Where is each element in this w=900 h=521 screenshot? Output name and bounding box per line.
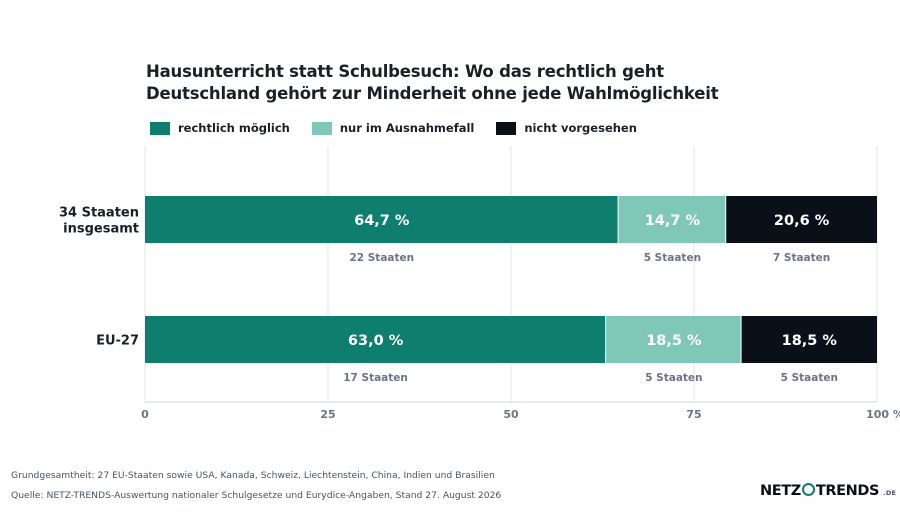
bar-segment (741, 316, 877, 363)
logo-suffix: .DE (883, 489, 897, 497)
x-tick-label: 0 (141, 408, 149, 421)
x-tick-label: 100 % (866, 408, 900, 421)
bar-value-label: 18,5 % (646, 333, 702, 349)
legend-label: nur im Ausnahmefall (339, 121, 475, 135)
bar-count-label: 7 Staaten (773, 252, 830, 264)
bar-count-label: 17 Staaten (343, 372, 408, 384)
footnote-source: Quelle: NETZ-TRENDS-Auswertung nationale… (11, 490, 502, 501)
bar-segment (145, 316, 606, 363)
bar-segment (606, 316, 741, 363)
x-tick-label: 75 (686, 408, 701, 421)
category-label: insgesamt (63, 222, 139, 237)
x-tick-label: 25 (320, 408, 335, 421)
bar-value-label: 20,6 % (774, 213, 830, 229)
bar-count-label: 5 Staaten (645, 372, 702, 384)
bar-value-label: 64,7 % (354, 213, 410, 229)
legend-swatch (496, 121, 517, 135)
bar-value-label: 18,5 % (782, 333, 838, 349)
logo-text-part2: TRENDS (815, 483, 880, 499)
logo-text-part1: NETZ (760, 483, 801, 499)
legend-label: rechtlich möglich (178, 121, 290, 135)
bar-count-label: 5 Staaten (781, 372, 838, 384)
legend-label: nicht vorgesehen (524, 121, 637, 135)
bar-segment (726, 196, 877, 243)
category-label: 34 Staaten (59, 206, 139, 221)
chart-title: Hausunterricht statt Schulbesuch: Wo das… (146, 61, 719, 105)
category-label: EU-27 (96, 334, 139, 349)
legend-item-rechtlich-moeglich: rechtlich möglich (150, 121, 290, 135)
legend-swatch (311, 121, 332, 135)
chart-title-line-1: Hausunterricht statt Schulbesuch: Wo das… (146, 62, 664, 81)
bar-value-label: 14,7 % (645, 213, 701, 229)
x-tick-label: 50 (503, 408, 519, 421)
bar-segment (618, 196, 726, 243)
footnote-population: Grundgesamtheit: 27 EU-Staaten sowie USA… (11, 470, 495, 481)
bar-value-label: 63,0 % (348, 333, 404, 349)
bar-count-label: 22 Staaten (349, 252, 414, 264)
legend-swatch (150, 121, 170, 135)
logo-circle-icon (801, 483, 815, 496)
bar-count-label: 5 Staaten (644, 252, 701, 264)
bar-segment (145, 196, 618, 243)
chart-legend: rechtlich möglich nur im Ausnahmefall ni… (150, 121, 659, 135)
legend-item-nur-im-ausnahmefall: nur im Ausnahmefall (311, 121, 475, 135)
chart-title-line-2: Deutschland gehört zur Minderheit ohne j… (146, 84, 719, 103)
brand-logo: NETZ TRENDS .DE (760, 482, 896, 499)
legend-item-nicht-vorgesehen: nicht vorgesehen (496, 121, 637, 135)
